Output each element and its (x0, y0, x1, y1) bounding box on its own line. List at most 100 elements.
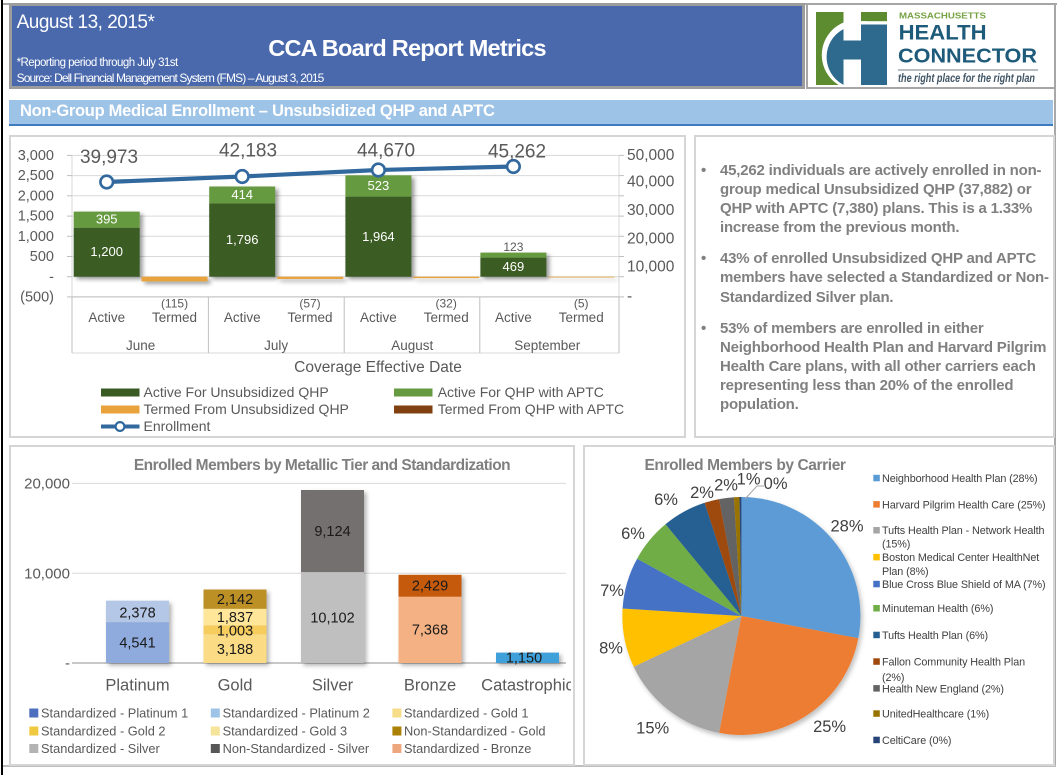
svg-text:2,000: 2,000 (18, 188, 54, 204)
svg-text:Termed From Unsubsidized QHP: Termed From Unsubsidized QHP (144, 401, 349, 417)
svg-text:Enrolled Members by Carrier: Enrolled Members by Carrier (644, 457, 845, 474)
svg-text:Platinum: Platinum (105, 677, 169, 695)
svg-text:Coverage Effective Date: Coverage Effective Date (294, 359, 462, 376)
svg-text:MASSACHUSETTS: MASSACHUSETTS (899, 11, 987, 20)
svg-text:CONNECTOR: CONNECTOR (898, 44, 1037, 67)
svg-text:2,429: 2,429 (412, 579, 448, 595)
svg-text:Termed From QHP with APTC: Termed From QHP with APTC (438, 401, 624, 417)
svg-text:Non-Standardized - Silver: Non-Standardized - Silver (223, 741, 370, 756)
svg-text:45,262: 45,262 (488, 142, 546, 163)
svg-text:9,124: 9,124 (314, 524, 350, 540)
svg-text:4,541: 4,541 (119, 635, 155, 651)
svg-text:39,973: 39,973 (80, 147, 138, 168)
svg-text:469: 469 (503, 259, 525, 274)
svg-text:-: - (65, 655, 70, 672)
svg-text:10,000: 10,000 (627, 259, 675, 276)
svg-text:1,796: 1,796 (226, 232, 259, 247)
svg-text:20,000: 20,000 (627, 231, 675, 248)
svg-text:1%: 1% (737, 471, 761, 489)
svg-text:Gold: Gold (218, 677, 253, 695)
svg-text:Boston Medical Center HealthNe: Boston Medical Center HealthNet (882, 552, 1039, 564)
svg-text:Minuteman Health (6%): Minuteman Health (6%) (882, 603, 993, 615)
svg-text:Non-Standardized - Gold: Non-Standardized - Gold (404, 723, 546, 738)
svg-text:Active For Unsubsidized QHP: Active For Unsubsidized QHP (144, 384, 329, 400)
svg-text:2,500: 2,500 (18, 168, 54, 184)
svg-text:Termed: Termed (559, 310, 604, 325)
svg-text:42,183: 42,183 (219, 141, 277, 162)
svg-text:(500): (500) (20, 290, 54, 306)
svg-text:Blue Cross Blue Shield of MA (: Blue Cross Blue Shield of MA (7%) (882, 579, 1046, 591)
svg-text:CeltiCare (0%): CeltiCare (0%) (882, 735, 951, 747)
svg-text:10,102: 10,102 (310, 610, 354, 626)
svg-text:Harvard Pilgrim Health Care (2: Harvard Pilgrim Health Care (25%) (882, 499, 1046, 511)
svg-text:523: 523 (368, 178, 390, 193)
svg-text:Standardized - Bronze: Standardized - Bronze (404, 741, 531, 756)
svg-text:2,378: 2,378 (119, 605, 155, 621)
svg-text:Neighborhood Health Plan (28%): Neighborhood Health Plan (28%) (882, 473, 1037, 485)
svg-text:Active: Active (224, 310, 261, 325)
svg-text:1,500: 1,500 (18, 209, 54, 225)
svg-text:August: August (391, 338, 433, 353)
svg-text:(15%): (15%) (882, 538, 910, 550)
svg-text:Fallon Community Health Plan: Fallon Community Health Plan (882, 657, 1025, 669)
svg-text:Plan (8%): Plan (8%) (882, 566, 929, 578)
svg-text:123: 123 (503, 240, 523, 254)
svg-text:3,188: 3,188 (217, 642, 253, 658)
svg-text:25%: 25% (813, 718, 846, 736)
svg-text:-: - (49, 269, 54, 285)
svg-text:Standardized - Platinum 1: Standardized - Platinum 1 (41, 705, 188, 720)
svg-text:30,000: 30,000 (627, 202, 675, 219)
svg-text:1,000: 1,000 (18, 229, 54, 245)
svg-text:Active For QHP with APTC: Active For QHP with APTC (438, 384, 604, 400)
svg-text:15%: 15% (636, 719, 669, 737)
svg-text:Termed: Termed (152, 310, 197, 325)
svg-text:3,000: 3,000 (18, 148, 54, 164)
svg-text:7%: 7% (600, 582, 624, 600)
svg-text:(2%): (2%) (882, 672, 904, 684)
svg-text:Standardized - Silver: Standardized - Silver (41, 741, 161, 756)
svg-text:June: June (126, 338, 155, 353)
svg-text:(32): (32) (436, 297, 457, 311)
svg-text:1,003: 1,003 (217, 623, 253, 639)
svg-text:Enrollment: Enrollment (144, 418, 211, 434)
svg-text:414: 414 (231, 187, 253, 202)
svg-text:Tufts Health Plan (6%): Tufts Health Plan (6%) (882, 630, 988, 642)
svg-text:7,368: 7,368 (412, 622, 448, 638)
svg-text:40,000: 40,000 (627, 174, 675, 191)
svg-text:Termed: Termed (424, 310, 469, 325)
svg-text:Active: Active (495, 310, 532, 325)
svg-text:Termed: Termed (287, 310, 332, 325)
svg-text:July: July (264, 338, 288, 353)
svg-text:Standardized - Gold 1: Standardized - Gold 1 (404, 705, 529, 720)
svg-text:Active: Active (88, 310, 125, 325)
svg-text:(115): (115) (161, 297, 188, 311)
svg-text:-: - (627, 288, 632, 305)
svg-text:(5): (5) (574, 297, 589, 311)
svg-text:20,000: 20,000 (24, 476, 70, 493)
svg-text:2,142: 2,142 (217, 592, 253, 608)
svg-text:Active: Active (360, 310, 397, 325)
svg-text:Health New England (2%): Health New England (2%) (882, 683, 1004, 695)
svg-text:395: 395 (96, 212, 118, 227)
svg-text:HEALTH: HEALTH (899, 22, 987, 45)
svg-text:Standardized - Gold 2: Standardized - Gold 2 (41, 723, 166, 738)
svg-text:6%: 6% (621, 525, 645, 543)
svg-text:1,150: 1,150 (506, 651, 542, 667)
svg-text:28%: 28% (830, 518, 863, 536)
svg-text:0%: 0% (764, 475, 788, 493)
svg-text:Bronze: Bronze (404, 677, 456, 695)
svg-text:1,964: 1,964 (362, 229, 395, 244)
svg-text:2%: 2% (714, 476, 738, 494)
svg-text:1,837: 1,837 (217, 610, 253, 626)
svg-text:1,200: 1,200 (90, 244, 123, 259)
svg-text:8%: 8% (599, 639, 623, 657)
svg-text:September: September (514, 338, 581, 353)
svg-text:50,000: 50,000 (627, 147, 675, 164)
svg-text:UnitedHealthcare (1%): UnitedHealthcare (1%) (882, 709, 989, 721)
svg-text:the right place for the right: the right place for the right plan (898, 73, 1035, 85)
svg-text:6%: 6% (654, 491, 678, 509)
svg-text:500: 500 (30, 249, 54, 265)
svg-text:Standardized - Gold 3: Standardized - Gold 3 (223, 723, 348, 738)
svg-text:Enrolled Members by Metallic T: Enrolled Members by Metallic Tier and St… (134, 457, 510, 474)
svg-text:2%: 2% (690, 484, 714, 502)
